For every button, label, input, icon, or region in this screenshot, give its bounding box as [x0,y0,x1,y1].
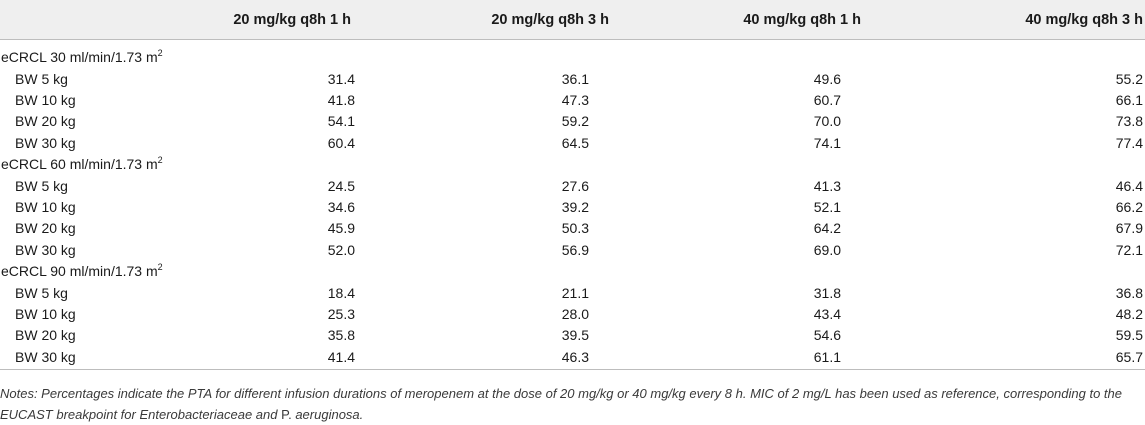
value-cell: 41.3 [813,177,841,194]
value-cell: 31.4 [327,70,355,87]
table-row: BW 30 kg 52.0 56.9 69.0 72.1 [0,239,1145,260]
value-cell: 41.8 [327,92,355,109]
group-row-ecrcl-60: eCRCL 60 ml/min/1.73 m2 [0,154,1145,175]
value-cell: 18.4 [327,284,355,301]
value-cell: 52.1 [813,199,841,216]
value-cell: 39.5 [561,327,589,344]
value-cell: 41.4 [135,346,355,371]
group-row-ecrcl-90: eCRCL 90 ml/min/1.73 m2 [0,261,1145,282]
value-cell: 48.2 [1115,305,1143,322]
value-cell: 46.3 [355,346,615,371]
row-label: BW 5 kg [15,70,68,87]
table-row: BW 10 kg 41.8 47.3 60.7 66.1 [0,89,1145,110]
value-cell: 54.6 [813,327,841,344]
row-label: BW 10 kg [15,305,76,322]
group-label-ecrcl-60: eCRCL 60 ml/min/1.73 m2 [0,154,1145,175]
header-cell-40mg-1h: 40 mg/kg q8h 1 h [615,0,875,40]
value-cell: 56.9 [561,241,589,258]
value-cell: 60.7 [813,92,841,109]
group-label-ecrcl-90: eCRCL 90 ml/min/1.73 m2 [0,261,1145,282]
value-cell: 70.0 [813,113,841,130]
group-label-text: eCRCL 30 ml/min/1.73 m [1,49,158,65]
value-cell: 59.2 [561,113,589,130]
group-row-ecrcl-30: eCRCL 30 ml/min/1.73 m2 [0,40,1145,69]
notes-species-abbrev: P. [281,407,292,422]
group-label-text: eCRCL 60 ml/min/1.73 m [1,156,158,173]
table-row: BW 20 kg 45.9 50.3 64.2 67.9 [0,218,1145,239]
group-label-superscript: 2 [157,48,163,58]
table-row: BW 20 kg 54.1 59.2 70.0 73.8 [0,111,1145,132]
header-cell-20mg-3h: 20 mg/kg q8h 3 h [355,0,615,40]
table-row: BW 5 kg 31.4 36.1 49.6 55.2 [0,68,1145,89]
table-row: BW 5 kg 18.4 21.1 31.8 36.8 [0,282,1145,303]
row-label: BW 20 kg [15,327,76,344]
notes-text: Notes: Percentages indicate the PTA for … [0,386,1123,422]
header-cell-20mg-1h: 20 mg/kg q8h 1 h [135,0,355,40]
pta-table-container: 20 mg/kg q8h 1 h 20 mg/kg q8h 3 h 40 mg/… [0,0,1145,371]
group-label-text: eCRCL 90 ml/min/1.73 m [1,263,158,280]
row-label: BW 30 kg [15,134,76,151]
row-label: BW 10 kg [15,92,76,109]
value-cell: 74.1 [813,134,841,151]
value-cell: 46.4 [1115,177,1143,194]
value-cell: 35.8 [327,327,355,344]
value-cell: 28.0 [561,305,589,322]
value-cell: 47.3 [561,92,589,109]
table-notes: Notes: Percentages indicate the PTA for … [0,383,1140,425]
value-cell: 64.5 [561,134,589,151]
group-label-superscript: 2 [157,262,163,273]
value-cell: 67.9 [1115,220,1143,237]
value-cell: 43.4 [813,305,841,322]
row-label: BW 10 kg [15,199,76,216]
value-cell: 36.8 [1115,284,1143,301]
value-cell: 60.4 [327,134,355,151]
table-row: BW 30 kg 60.4 64.5 74.1 77.4 [0,132,1145,153]
value-cell: 24.5 [327,177,355,194]
value-cell: 72.1 [1115,241,1143,258]
row-label: BW 5 kg [15,284,68,301]
value-cell: 49.6 [813,70,841,87]
table-row: BW 5 kg 24.5 27.6 41.3 46.4 [0,175,1145,196]
value-cell: 61.1 [615,346,875,371]
value-cell: 21.1 [561,284,589,301]
value-cell: 69.0 [813,241,841,258]
value-cell: 25.3 [327,305,355,322]
value-cell: 64.2 [813,220,841,237]
header-cell-empty [0,0,135,40]
value-cell: 59.5 [1115,327,1143,344]
value-cell: 65.7 [875,346,1145,371]
group-label-superscript: 2 [157,155,163,166]
value-cell: 27.6 [561,177,589,194]
value-cell: 66.1 [1115,92,1143,109]
value-cell: 73.8 [1115,113,1143,130]
value-cell: 39.2 [561,199,589,216]
value-cell: 77.4 [1115,134,1143,151]
header-row: 20 mg/kg q8h 1 h 20 mg/kg q8h 3 h 40 mg/… [0,0,1145,40]
value-cell: 36.1 [561,70,589,87]
table-row: BW 20 kg 35.8 39.5 54.6 59.5 [0,325,1145,346]
group-label-ecrcl-30: eCRCL 30 ml/min/1.73 m2 [0,40,1145,69]
table-row: BW 10 kg 25.3 28.0 43.4 48.2 [0,303,1145,324]
value-cell: 50.3 [561,220,589,237]
notes-species-name: aeruginosa. [291,407,364,422]
value-cell: 45.9 [327,220,355,237]
value-cell: 55.2 [1115,70,1143,87]
value-cell: 52.0 [327,241,355,258]
header-cell-40mg-3h: 40 mg/kg q8h 3 h [875,0,1145,40]
pta-table: 20 mg/kg q8h 1 h 20 mg/kg q8h 3 h 40 mg/… [0,0,1145,371]
row-label: BW 20 kg [15,220,76,237]
row-label: BW 30 kg [0,346,135,371]
table-row: BW 30 kg 41.4 46.3 61.1 65.7 [0,346,1145,371]
row-label: BW 5 kg [15,177,68,194]
value-cell: 34.6 [327,199,355,216]
row-label: BW 20 kg [15,113,76,130]
value-cell: 31.8 [813,284,841,301]
value-cell: 66.2 [1115,199,1143,216]
row-label: BW 30 kg [15,241,76,258]
table-row: BW 10 kg 34.6 39.2 52.1 66.2 [0,196,1145,217]
value-cell: 54.1 [327,113,355,130]
